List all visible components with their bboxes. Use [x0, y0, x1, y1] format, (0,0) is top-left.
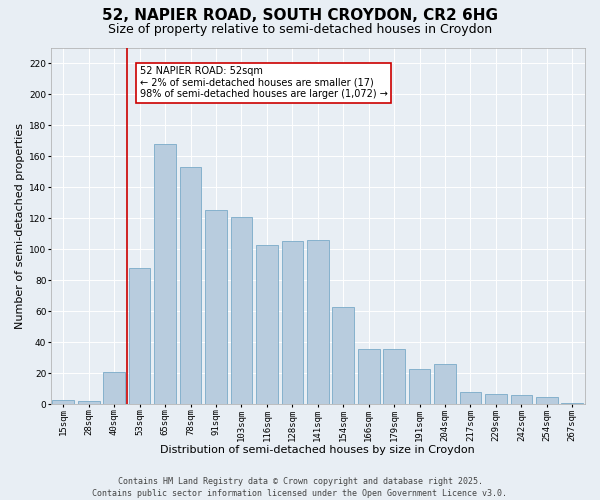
Bar: [281, 242, 303, 404]
Bar: [485, 394, 507, 404]
Bar: [434, 364, 456, 405]
X-axis label: Distribution of semi-detached houses by size in Croydon: Distribution of semi-detached houses by …: [160, 445, 475, 455]
Text: Contains HM Land Registry data © Crown copyright and database right 2025.
Contai: Contains HM Land Registry data © Crown c…: [92, 476, 508, 498]
Bar: [383, 348, 405, 405]
Bar: [562, 403, 583, 404]
Bar: [511, 395, 532, 404]
Bar: [180, 167, 202, 404]
Bar: [358, 348, 380, 405]
Bar: [409, 368, 430, 404]
Bar: [230, 216, 252, 404]
Bar: [307, 240, 329, 404]
Y-axis label: Number of semi-detached properties: Number of semi-detached properties: [15, 123, 25, 329]
Bar: [52, 400, 74, 404]
Bar: [78, 402, 100, 404]
Bar: [256, 244, 278, 404]
Bar: [536, 396, 557, 404]
Bar: [103, 372, 125, 404]
Text: Size of property relative to semi-detached houses in Croydon: Size of property relative to semi-detach…: [108, 22, 492, 36]
Bar: [129, 268, 151, 404]
Bar: [154, 144, 176, 404]
Bar: [332, 306, 354, 404]
Bar: [460, 392, 481, 404]
Bar: [205, 210, 227, 404]
Text: 52, NAPIER ROAD, SOUTH CROYDON, CR2 6HG: 52, NAPIER ROAD, SOUTH CROYDON, CR2 6HG: [102, 8, 498, 22]
Text: 52 NAPIER ROAD: 52sqm
← 2% of semi-detached houses are smaller (17)
98% of semi-: 52 NAPIER ROAD: 52sqm ← 2% of semi-detac…: [140, 66, 388, 100]
